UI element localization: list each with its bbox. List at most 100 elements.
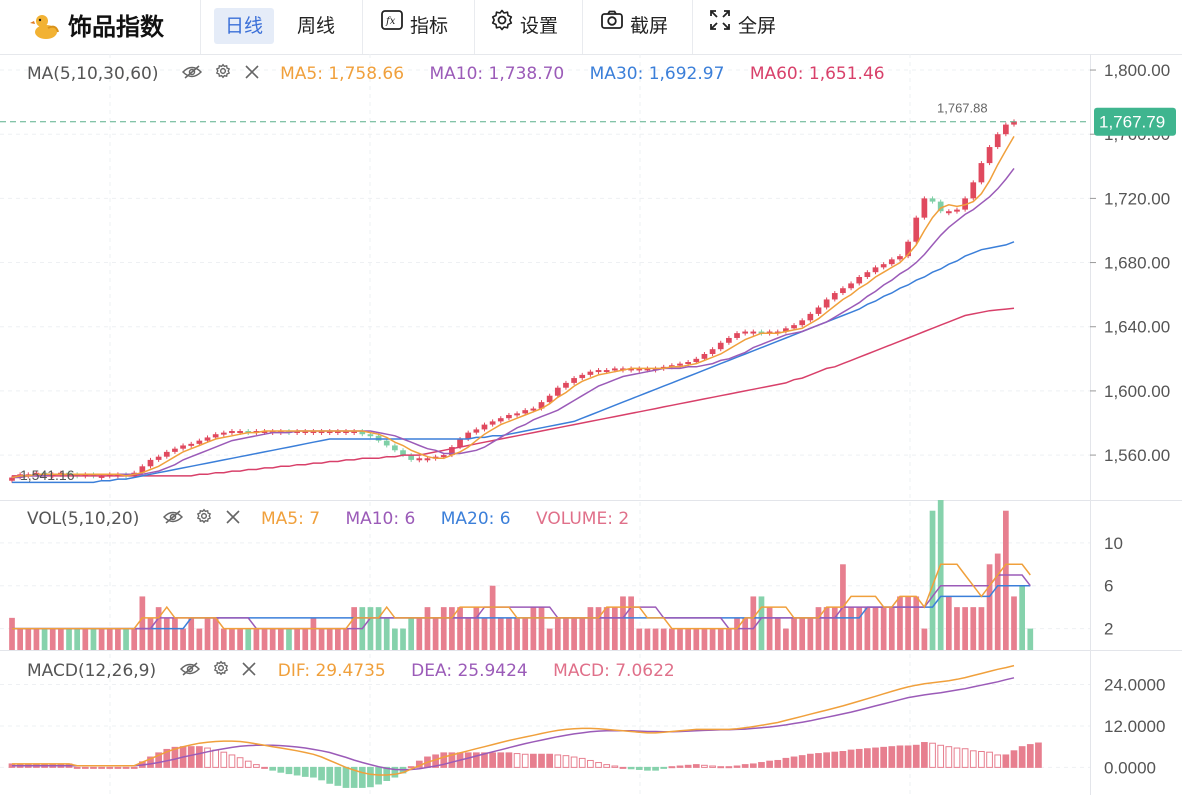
- eye-off-icon[interactable]: [181, 63, 202, 85]
- candle: [204, 437, 211, 441]
- macd-bar: [212, 749, 220, 768]
- macd-bar: [1010, 750, 1018, 768]
- candle: [783, 328, 789, 332]
- candle: [497, 418, 504, 422]
- volume-bar: [986, 564, 993, 650]
- macd-bar: [774, 759, 782, 768]
- candle: [155, 456, 162, 460]
- volume-bar: [937, 500, 944, 650]
- macd-bar: [562, 755, 570, 768]
- candle: [905, 241, 911, 257]
- candle: [530, 408, 537, 411]
- indicator-button[interactable]: fx 指标: [380, 8, 448, 44]
- volume-bar: [734, 617, 740, 650]
- candle: [1003, 124, 1009, 135]
- macd-bar: [391, 766, 399, 778]
- macd-bar: [326, 766, 334, 784]
- candle: [611, 368, 618, 371]
- tab-daily[interactable]: 日线: [214, 8, 274, 44]
- candle: [440, 455, 447, 458]
- volume-bar: [628, 596, 634, 650]
- volume-bar: [106, 628, 113, 650]
- min-price-label: 1,541.16: [20, 467, 75, 483]
- volume-bar: [163, 617, 170, 650]
- candle: [677, 363, 683, 366]
- macd-bar: [196, 746, 203, 768]
- macd-bar: [921, 742, 928, 768]
- candle: [359, 431, 366, 435]
- volume-bar: [636, 628, 643, 650]
- settings-button[interactable]: 设置: [490, 8, 558, 44]
- volume-bar: [587, 607, 594, 650]
- separator: [474, 0, 475, 54]
- macd-bar: [912, 744, 920, 768]
- macd-bar: [318, 766, 325, 781]
- volume-axis-label: 2: [1104, 620, 1113, 639]
- gear-icon[interactable]: [215, 63, 231, 85]
- fullscreen-button[interactable]: 全屏: [708, 8, 776, 44]
- macd-bar: [570, 756, 578, 768]
- macd-bar: [652, 766, 659, 771]
- volume-bar: [310, 617, 317, 650]
- macd-bar: [684, 764, 692, 768]
- macd-bar: [660, 766, 668, 769]
- macd-bar: [187, 746, 195, 768]
- dea-value: DEA: 25.9424: [411, 661, 528, 681]
- macd-bar: [277, 766, 285, 773]
- volume-bar: [571, 617, 577, 650]
- volume-bar: [294, 628, 300, 650]
- macd-bar: [725, 766, 733, 769]
- candle: [554, 387, 561, 396]
- volume-bar: [481, 617, 488, 650]
- volume-bar: [33, 628, 40, 650]
- candle: [603, 370, 610, 373]
- macd-bar: [798, 755, 806, 768]
- macd-bar: [114, 766, 122, 769]
- candle: [318, 431, 325, 434]
- eye-off-icon[interactable]: [179, 660, 200, 682]
- volume-bar: [799, 617, 806, 650]
- candle: [310, 431, 317, 434]
- macd-bar: [350, 766, 358, 788]
- tab-weekly[interactable]: 周线: [296, 15, 335, 37]
- gear-icon[interactable]: [196, 508, 212, 530]
- candle: [799, 320, 806, 326]
- volume-bar: [1003, 510, 1009, 650]
- separator: [362, 0, 363, 54]
- macd-bar: [358, 766, 366, 788]
- volume-bar: [343, 628, 349, 650]
- candle: [571, 378, 577, 383]
- macd-bar: [204, 747, 211, 768]
- volume-bar: [921, 628, 928, 650]
- candle: [294, 431, 300, 434]
- candle: [424, 458, 431, 461]
- macd-legend: MACD(12,26,9) DIF: 29.4735 DEA: 25.9424 …: [27, 660, 675, 682]
- candle: [538, 402, 545, 409]
- close-icon[interactable]: [242, 660, 256, 682]
- volume-bar: [831, 607, 838, 650]
- close-icon[interactable]: [225, 508, 240, 530]
- macd-bar: [505, 752, 513, 768]
- volume-bar: [652, 628, 659, 650]
- candle: [416, 458, 423, 461]
- candle: [1011, 121, 1017, 125]
- vol-ma10-value: MA10: 6: [345, 509, 416, 529]
- macd-indicator-label: MACD(12,26,9): [27, 661, 157, 681]
- volume-bar: [180, 628, 186, 650]
- dif-line: [12, 664, 1015, 776]
- screenshot-button[interactable]: 截屏: [600, 8, 668, 44]
- macd-bar: [578, 757, 586, 768]
- volume-bar: [212, 617, 219, 650]
- volume-bar: [302, 628, 309, 650]
- close-icon[interactable]: [245, 63, 259, 85]
- candle: [449, 447, 455, 456]
- separator: [582, 0, 583, 54]
- candle: [172, 448, 178, 452]
- eye-off-icon[interactable]: [162, 508, 183, 530]
- candle: [644, 368, 651, 371]
- candle: [726, 337, 732, 343]
- gear-icon[interactable]: [213, 660, 229, 682]
- macd-bar: [1026, 744, 1034, 768]
- candle: [9, 477, 15, 481]
